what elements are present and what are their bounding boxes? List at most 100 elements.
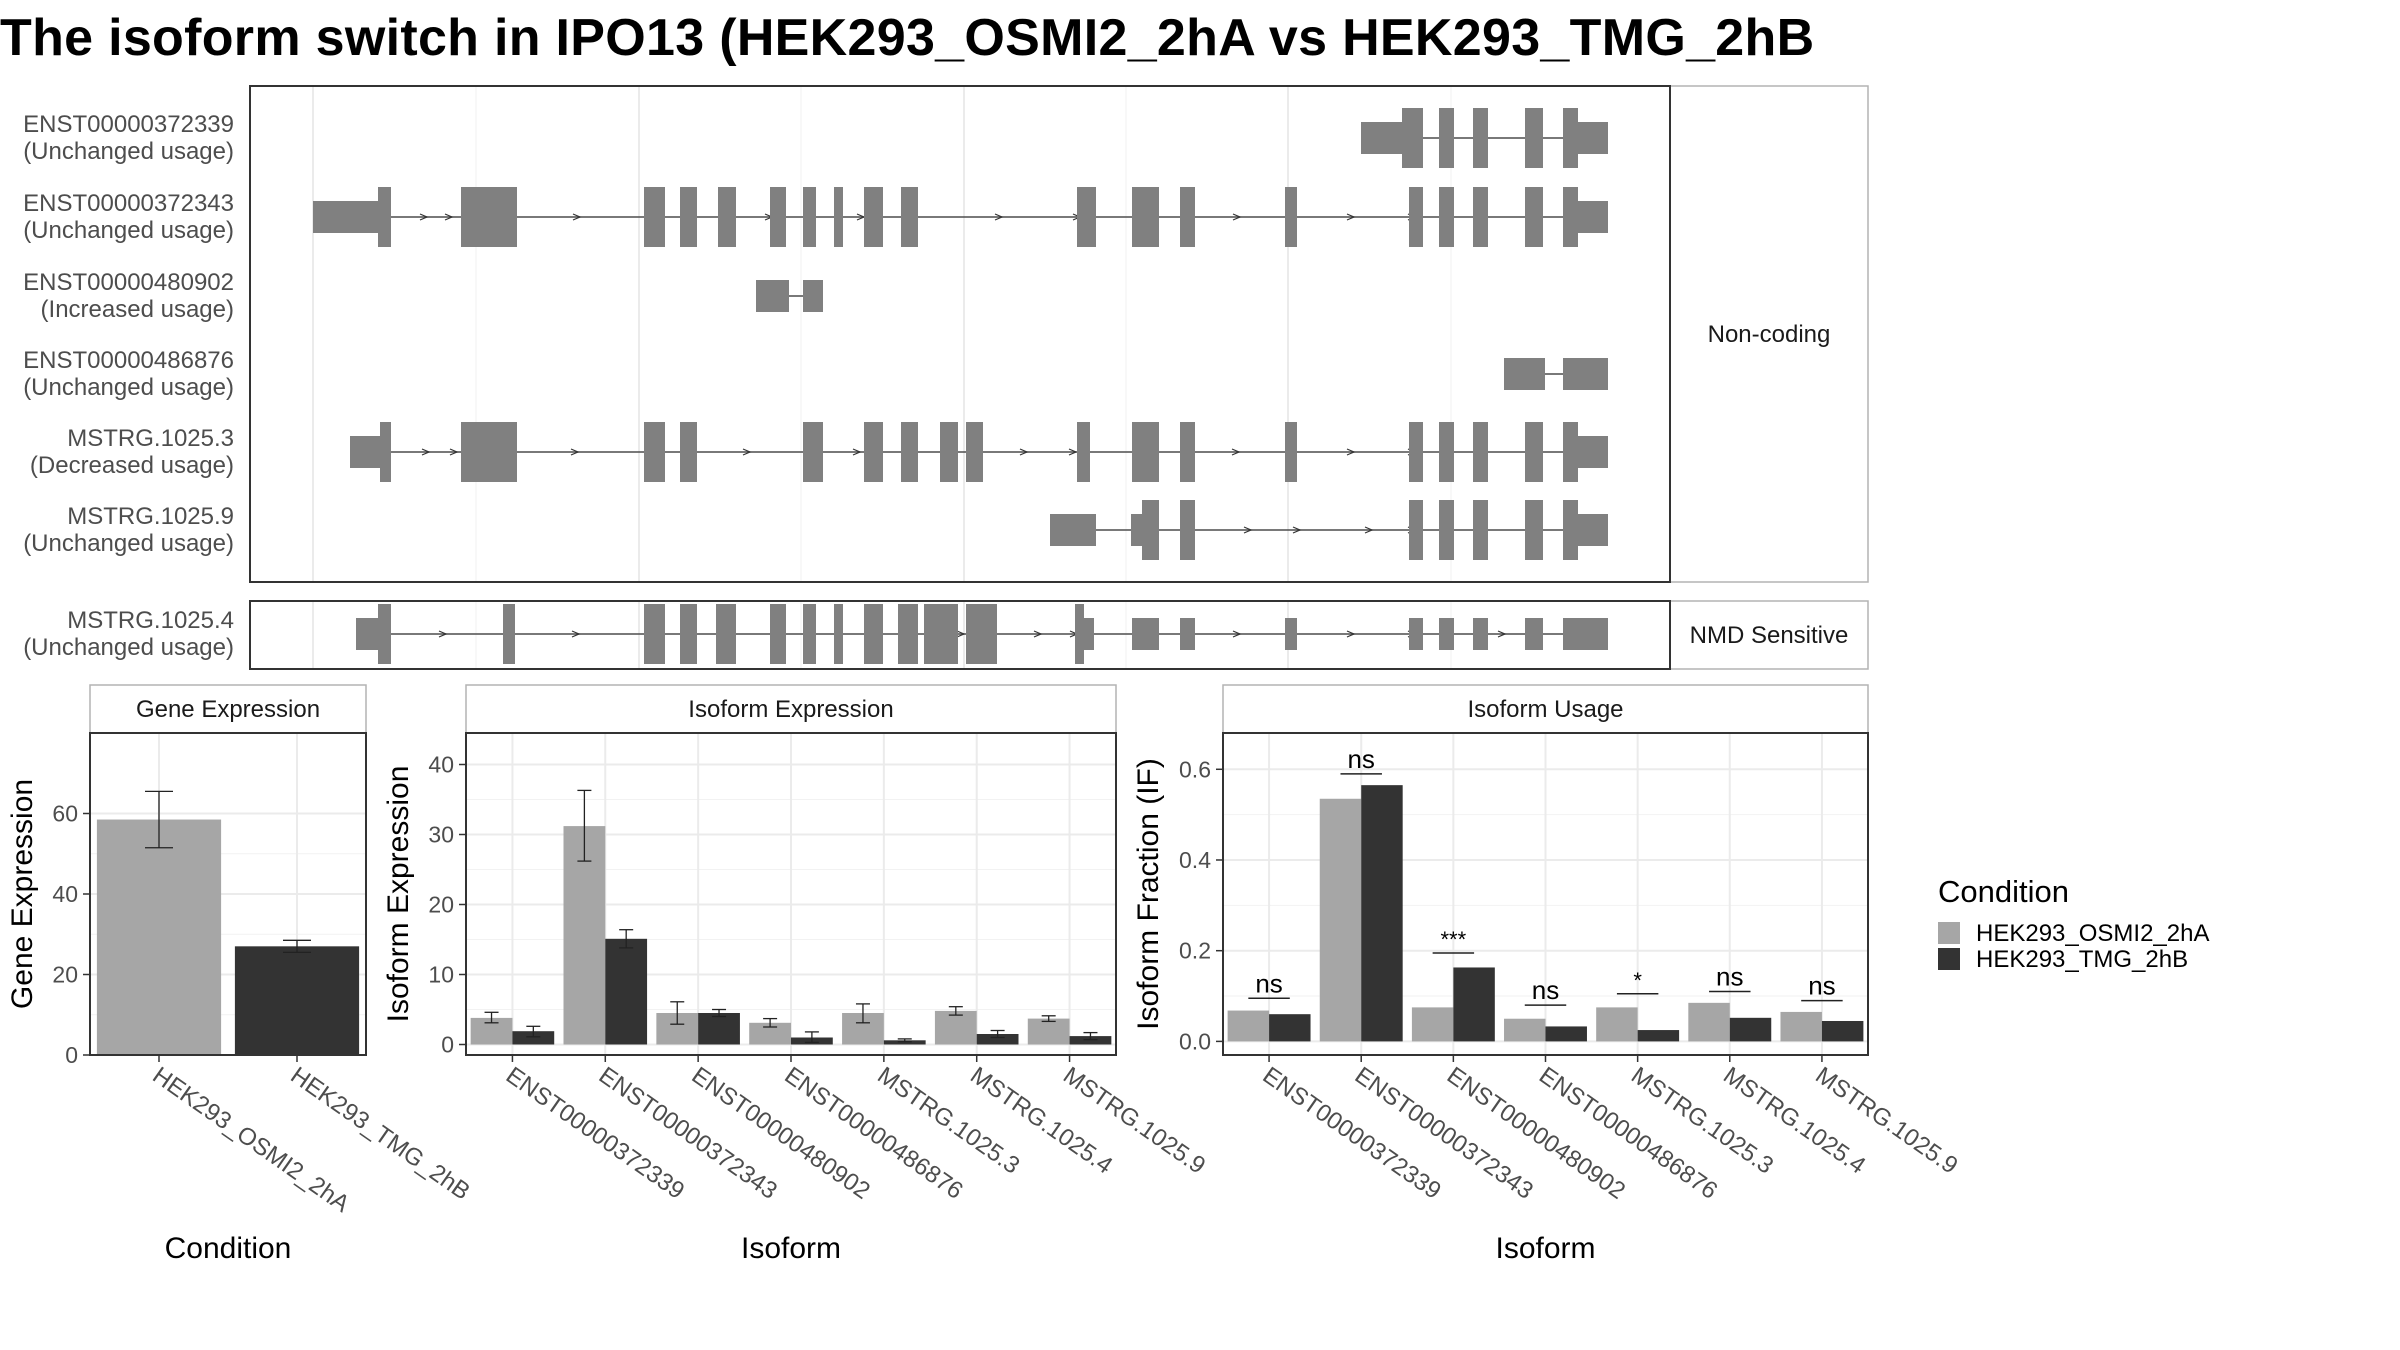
strand-arrow [572, 213, 582, 221]
transcript-id-label: ENST00000486876 [23, 347, 234, 374]
chart-title: The isoform switch in IPO13 (HEK293_OSMI… [0, 9, 1815, 67]
transcript-structure-plot: Non-coding NMD Sensitive ENST00000372339(U… [23, 85, 1869, 670]
strand-arrow [956, 630, 966, 638]
bar [1227, 1010, 1270, 1042]
legend-label: HEK293_TMG_2hB [1976, 946, 2188, 973]
exon [770, 187, 786, 247]
significance-label: ns [1716, 962, 1743, 992]
exon [924, 604, 958, 664]
x-axis-title: Isoform [1495, 1232, 1595, 1265]
exon [770, 604, 786, 664]
transcript-ENST00000372339: ENST00000372339(Unchanged usage) [23, 108, 1608, 168]
legend-swatch [1938, 922, 1960, 944]
y-tick-label: 10 [428, 962, 454, 988]
exon [716, 604, 736, 664]
exon [1409, 422, 1423, 482]
transcript-id-label: ENST00000480902 [23, 269, 234, 296]
exon [803, 604, 816, 664]
bar [1596, 1007, 1638, 1042]
bar [749, 1022, 791, 1045]
transcript-MSTRG.1025.9: MSTRG.1025.9(Unchanged usage) [23, 500, 1608, 560]
exon [834, 187, 843, 247]
bar [1821, 1020, 1864, 1042]
y-tick-label: 60 [52, 801, 78, 827]
bar [563, 826, 606, 1045]
panel-title: Isoform Expression [688, 696, 893, 723]
exon [1180, 500, 1195, 560]
y-tick-label: 0.6 [1179, 756, 1211, 782]
transcript-id-label: MSTRG.1025.3 [67, 425, 234, 452]
legend-title: Condition [1938, 874, 2069, 909]
exon [1050, 514, 1096, 546]
significance-label: * [1633, 968, 1642, 993]
exon [1578, 201, 1608, 233]
facet-strip-label: NMD Sensitive [1690, 622, 1849, 649]
exon [350, 436, 380, 468]
exon [901, 422, 918, 482]
transcript-id-label: MSTRG.1025.4 [67, 607, 234, 634]
exon [1473, 187, 1488, 247]
exon [940, 422, 958, 482]
exon [461, 422, 517, 482]
exon [1473, 618, 1488, 650]
y-tick-label: 20 [52, 962, 78, 988]
transcript-usage-label: (Increased usage) [41, 296, 234, 323]
exon [644, 422, 665, 482]
strand-arrow [994, 213, 1004, 221]
exon [1409, 187, 1423, 247]
y-axis-title: Isoform Fraction (IF) [1132, 758, 1165, 1030]
exon [966, 604, 997, 664]
significance-label: ns [1808, 971, 1835, 1001]
exon [1504, 358, 1545, 390]
bar [234, 946, 360, 1055]
strand-arrow [852, 448, 862, 456]
y-tick-label: 0.0 [1179, 1028, 1211, 1054]
transcript-usage-label: (Decreased usage) [30, 452, 234, 479]
bar [1504, 1018, 1546, 1042]
exon [644, 187, 665, 247]
strand-arrow [1231, 448, 1241, 456]
significance-label: *** [1441, 927, 1467, 952]
exon [1132, 618, 1159, 650]
transcript-usage-label: (Unchanged usage) [23, 374, 234, 401]
bar [1688, 1002, 1730, 1042]
exon [380, 422, 391, 482]
panel-strip [89, 684, 367, 734]
exon [1180, 187, 1195, 247]
exon [864, 422, 883, 482]
exon [1361, 122, 1402, 154]
strand-arrow [421, 448, 431, 456]
exon [1473, 422, 1488, 482]
x-axis-title: Condition [165, 1232, 292, 1265]
bar [934, 1010, 977, 1045]
exon [718, 187, 736, 247]
strand-arrow [1243, 526, 1253, 534]
exon [803, 280, 823, 312]
y-tick-label: 20 [428, 892, 454, 918]
exon [1285, 618, 1297, 650]
bar [1780, 1011, 1822, 1042]
exon [1180, 618, 1195, 650]
exon [1525, 618, 1543, 650]
y-tick-label: 0 [441, 1032, 454, 1058]
exon [901, 187, 918, 247]
exon [503, 604, 515, 664]
strand-arrow [1292, 526, 1302, 534]
exon [1473, 500, 1488, 560]
exon [1132, 422, 1159, 482]
facet-strip-label: Non-coding [1708, 321, 1831, 348]
exon [1578, 514, 1608, 546]
exon [1439, 422, 1454, 482]
strand-arrow [438, 630, 448, 638]
strand-arrow [1019, 448, 1029, 456]
exon [864, 604, 883, 664]
bar [1637, 1030, 1680, 1042]
exon [1473, 108, 1488, 168]
exon [1563, 500, 1578, 560]
transcript-id-label: MSTRG.1025.9 [67, 503, 234, 530]
exon [680, 604, 697, 664]
exon [966, 422, 983, 482]
transcript-ENST00000480902: ENST00000480902(Increased usage) [23, 269, 823, 323]
strand-arrow [571, 630, 581, 638]
strand-arrow [1364, 526, 1374, 534]
